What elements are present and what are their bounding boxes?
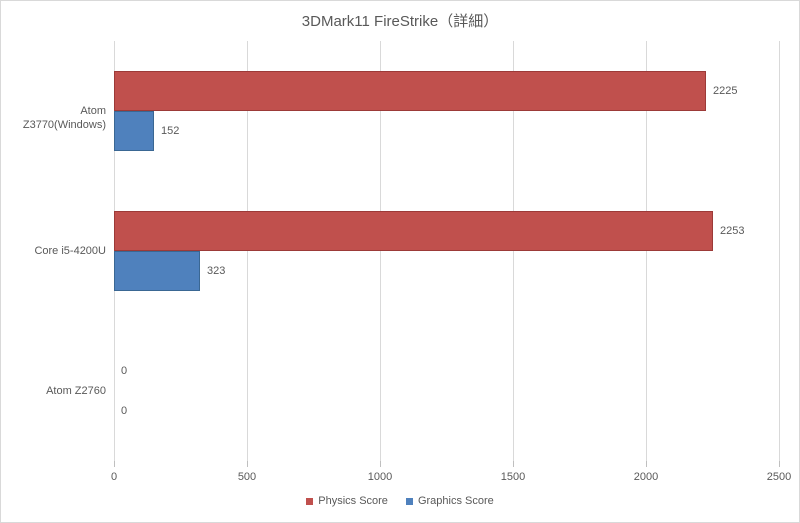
x-tick-label: 1500 (500, 471, 526, 483)
x-tick-label: 2000 (633, 471, 659, 483)
x-gridline (646, 41, 647, 461)
x-tick-mark (114, 461, 115, 467)
x-tick-mark (247, 461, 248, 467)
x-gridline (513, 41, 514, 461)
graphics-series-marker-icon (405, 497, 413, 505)
physics-score-bar (114, 211, 713, 251)
x-tick-label: 1000 (367, 471, 393, 483)
bar-value-label: 152 (161, 125, 180, 137)
legend-item-graphics: Graphics Score (405, 495, 494, 507)
legend: Physics Score Graphics Score (1, 495, 799, 507)
legend-item-physics: Physics Score (306, 495, 388, 507)
bar-value-label: 2253 (720, 225, 745, 237)
category-label: Atom Z2760 (46, 385, 106, 397)
bar-value-label: 0 (121, 365, 128, 377)
bar-value-label: 323 (207, 265, 226, 277)
x-tick-label: 500 (237, 471, 257, 483)
category-label: Core i5-4200U (34, 245, 106, 257)
x-tick-mark (779, 461, 780, 467)
category-label: Atom Z3770(Windows) (22, 105, 106, 131)
graphics-score-bar (114, 251, 200, 291)
x-tick-label: 2500 (766, 471, 792, 483)
physics-series-marker-icon (306, 497, 314, 505)
bar-value-label: 2225 (713, 85, 738, 97)
legend-label-graphics: Graphics Score (417, 495, 494, 507)
x-tick-mark (513, 461, 514, 467)
x-tick-mark (380, 461, 381, 467)
x-gridline (380, 41, 381, 461)
plot-area: 0 500 1000 1500 2000 2500 Atom Z3770(Windows) 2… (23, 41, 791, 483)
chart-title: 3DMark11 FireStrike（詳細） (301, 13, 499, 30)
x-tick-mark (646, 461, 647, 467)
graphics-score-bar (114, 111, 154, 151)
legend-label-physics: Physics Score (318, 495, 388, 507)
x-gridline (247, 41, 248, 461)
x-gridline (779, 41, 780, 461)
bar-value-label: 0 (121, 405, 128, 417)
x-tick-label: 0 (110, 471, 118, 483)
physics-score-bar (114, 71, 706, 111)
